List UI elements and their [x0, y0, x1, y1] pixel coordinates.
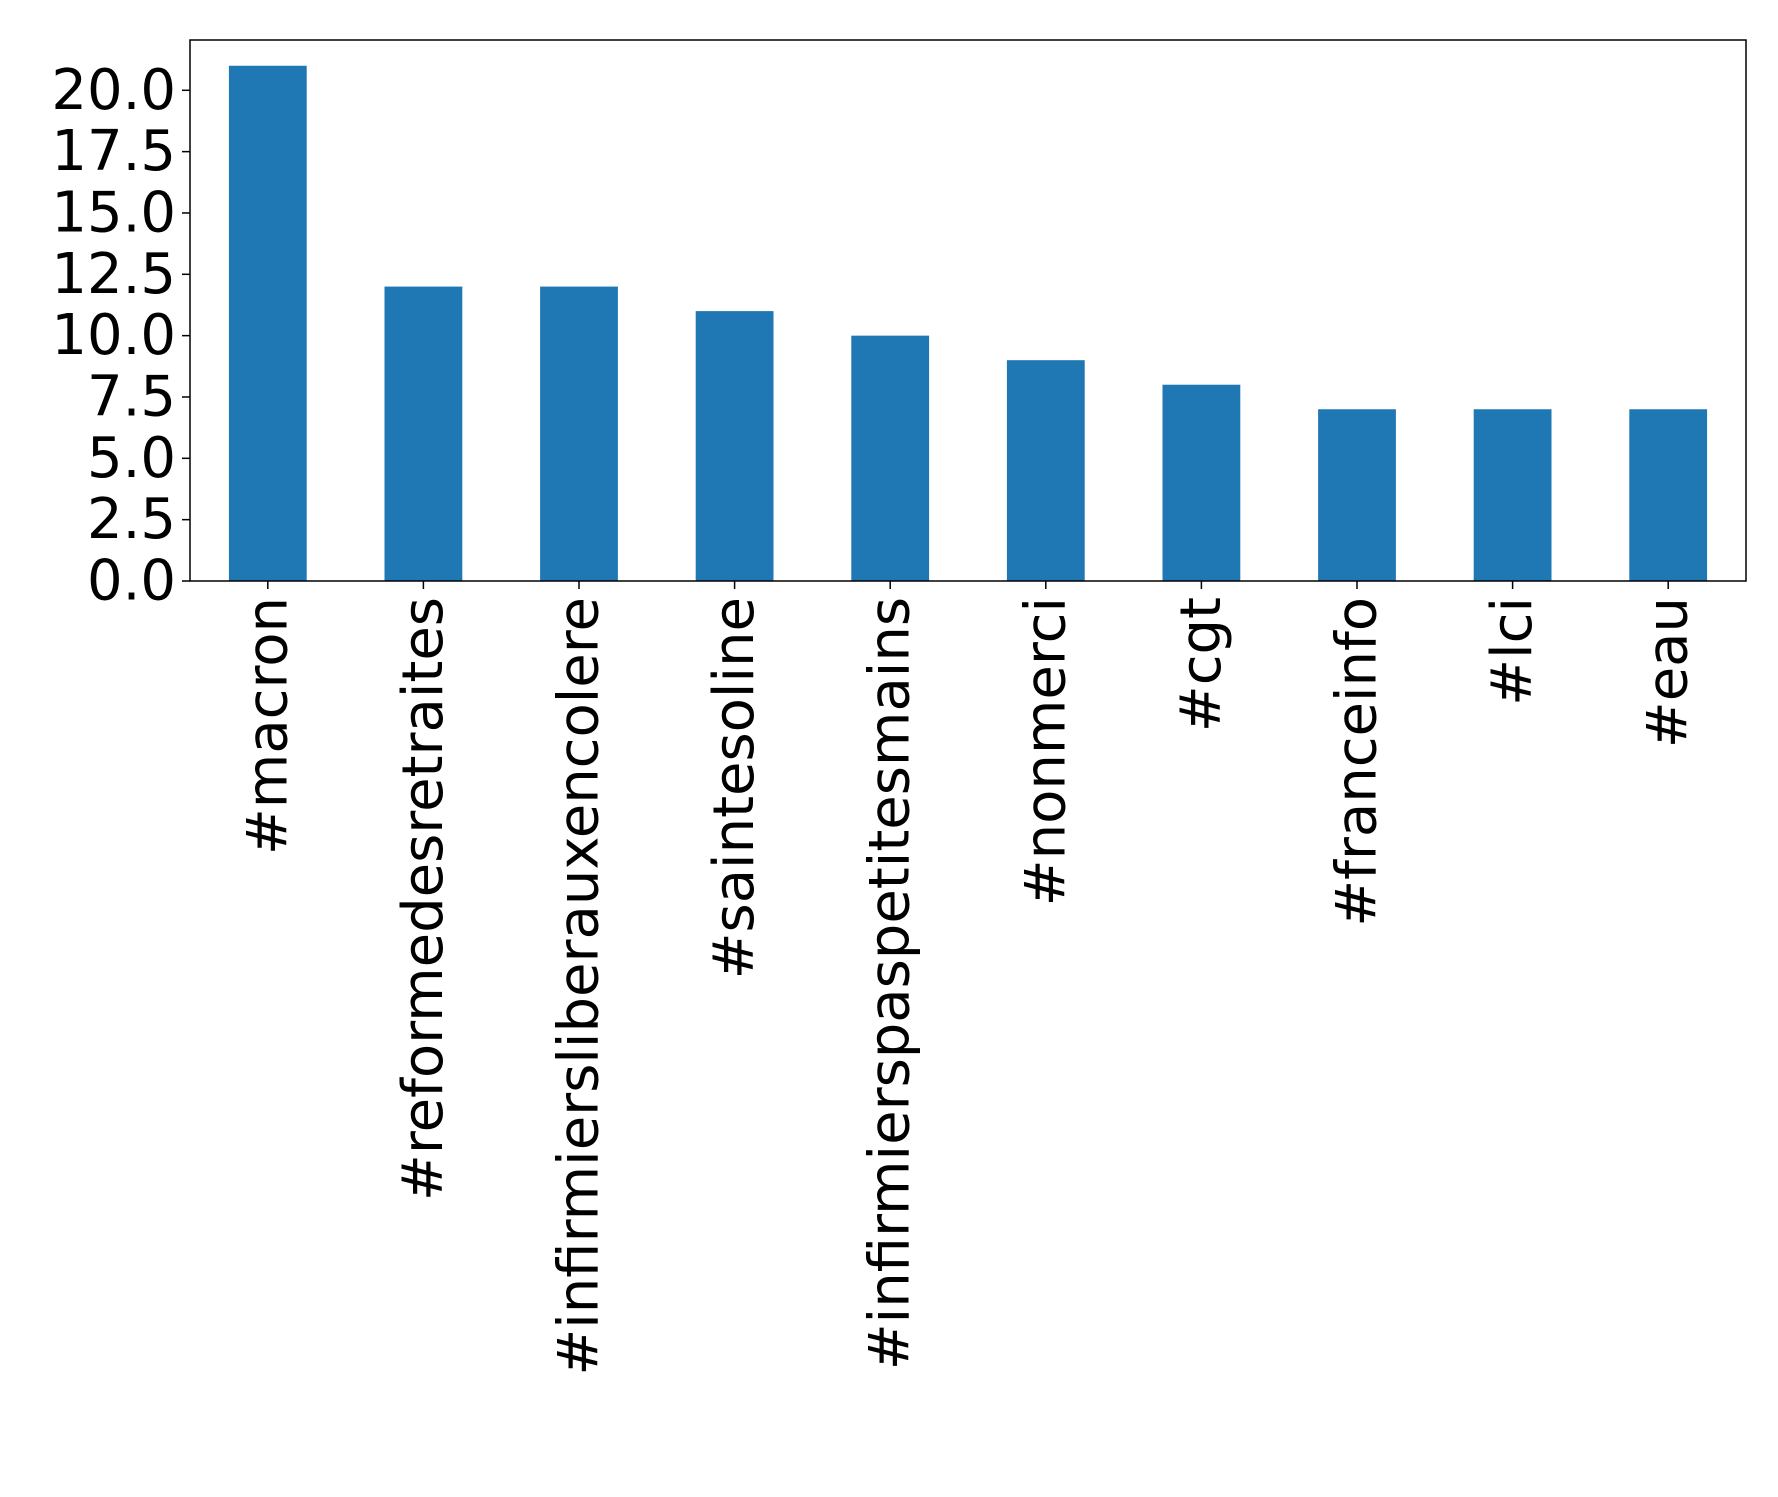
y-tick-label: 2.5	[87, 487, 176, 552]
x-tick-label: #saintesoline	[702, 597, 767, 979]
bar-saintesoline	[695, 311, 774, 581]
y-tick-label: 12.5	[51, 242, 176, 307]
bar-macron	[228, 65, 307, 581]
y-tick-label: 5.0	[87, 426, 176, 491]
bar-infirmierspaspetitesmains	[851, 335, 930, 581]
y-tick-label: 20.0	[51, 58, 176, 123]
x-tick-label: #eau	[1636, 597, 1701, 748]
y-tick-label: 7.5	[87, 364, 176, 429]
y-tick-label: 10.0	[51, 303, 176, 368]
y-axis: 0.02.55.07.510.012.515.017.520.0	[51, 58, 190, 614]
bar-nonmerci	[1006, 360, 1085, 581]
x-tick-label: #reformedesretraites	[391, 597, 456, 1201]
bar-cgt	[1162, 384, 1241, 581]
x-tick-label: #lci	[1480, 597, 1545, 706]
y-tick-label: 0.0	[87, 549, 176, 614]
bar-lci	[1473, 409, 1552, 581]
x-tick-label: #franceinfo	[1325, 597, 1390, 927]
plot-frame	[189, 39, 1747, 582]
x-axis: #macron #reformedesretraites #infirmiersli…	[235, 581, 1701, 1376]
bar-reformedesretraites	[384, 286, 463, 581]
x-tick-label: #infirmierspaspetitesmains	[858, 597, 923, 1370]
bar-infirmiersliberauxencolere	[540, 286, 618, 581]
x-tick-label: #nonmerci	[1013, 597, 1078, 906]
x-tick-label: #infirmiersliberauxencolere	[547, 597, 612, 1376]
y-tick-label: 17.5	[51, 119, 176, 184]
bars-group	[228, 65, 1708, 581]
y-tick-label: 15.0	[51, 180, 176, 245]
bar-eau	[1629, 409, 1708, 581]
x-tick-label: #macron	[235, 597, 300, 855]
x-tick-label: #cgt	[1169, 597, 1234, 732]
bar-franceinfo	[1318, 409, 1396, 581]
